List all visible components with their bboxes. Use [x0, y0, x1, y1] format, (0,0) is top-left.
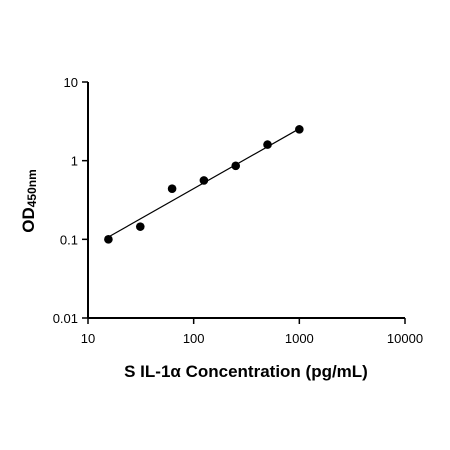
y-tick-label: 0.1	[60, 232, 78, 247]
x-tick-label: 100	[183, 331, 205, 346]
data-point	[263, 140, 272, 149]
data-point	[231, 161, 241, 171]
x-tick-label: 1000	[285, 331, 314, 346]
data-point	[199, 176, 209, 185]
y-tick-label: 10	[64, 75, 78, 90]
x-tick-label: 10	[81, 331, 95, 346]
y-axis-title: OD450nm	[19, 169, 39, 233]
y-axis-title-main: OD	[19, 207, 38, 233]
y-axis-title-sub: 450nm	[25, 169, 39, 207]
data-point	[104, 235, 113, 244]
data-point	[167, 184, 177, 194]
data-point	[135, 222, 145, 231]
x-axis-title: S IL-1α Concentration (pg/mL)	[124, 362, 368, 381]
y-tick-label: 1	[71, 154, 78, 169]
y-tick-label: 0.01	[53, 311, 78, 326]
plot-area: 0.01 0.1 1 10 10 100 1000 10000	[53, 75, 423, 346]
data-point	[295, 125, 304, 134]
x-tick-label: 10000	[387, 331, 423, 346]
